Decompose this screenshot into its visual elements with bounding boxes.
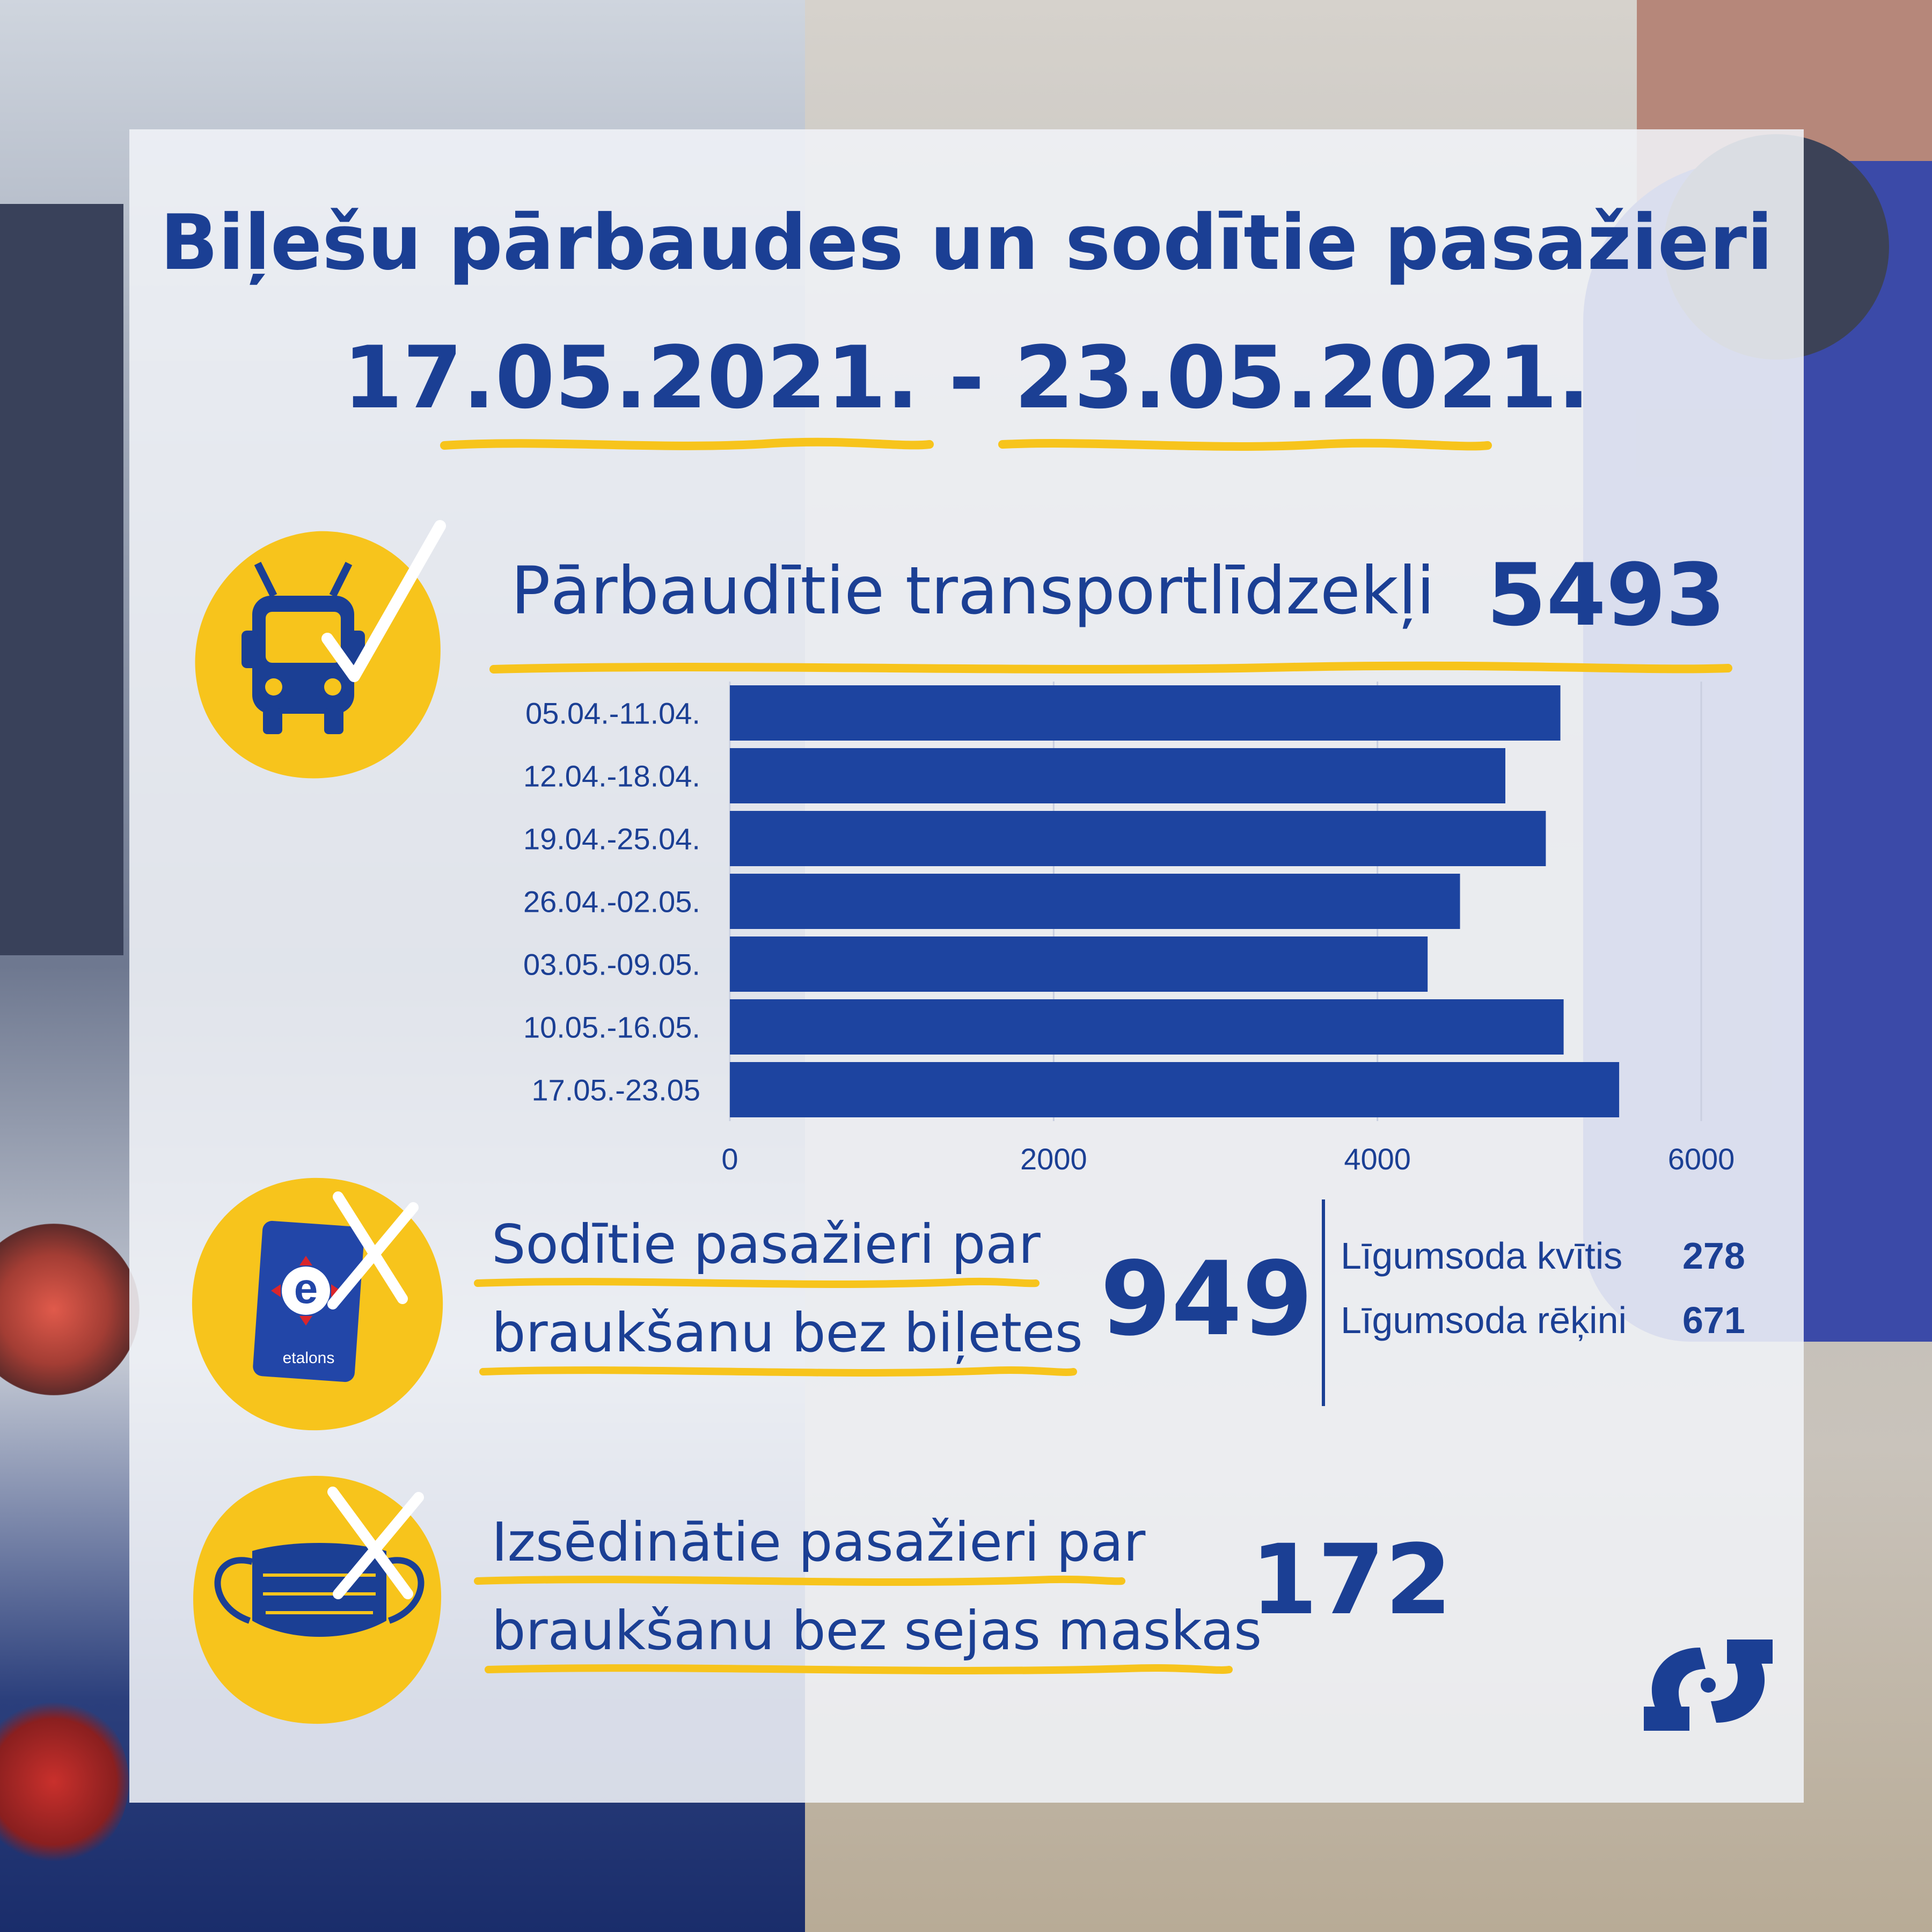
- x-tick-label: 4000: [1344, 1142, 1411, 1176]
- bar-17.05.-23.05: [730, 1062, 1620, 1117]
- vehicles-label: Pārbaudītie transportlīdzekļi: [511, 553, 1435, 629]
- category-label: 10.05.-16.05.: [523, 1011, 700, 1044]
- breakdown-value-2: 671: [1682, 1299, 1745, 1341]
- period-title: 17.05.2021. - 23.05.2021.: [343, 327, 1590, 428]
- vehicles-bar-chart: 05.04.-11.04. 12.04.-18.04. 19.04.-25.04. 2…: [523, 682, 1735, 1176]
- masks-value: 172: [1250, 1524, 1452, 1636]
- period-underline-right: [998, 438, 1492, 451]
- etalons-card-text: etalons: [283, 1349, 335, 1367]
- etalons-card-cross-icon: e etalons: [192, 1177, 443, 1431]
- category-label: 12.04.-18.04.: [523, 759, 700, 793]
- bar-19.04.-25.04.: [730, 811, 1546, 866]
- page-title: Biļešu pārbaudes un sodītie pasažieri: [160, 199, 1773, 287]
- svg-text:e: e: [294, 1264, 318, 1312]
- breakdown-divider: [1322, 1199, 1325, 1406]
- masks-label-line2: braukšanu bez sejas maskas: [492, 1599, 1262, 1662]
- bar-26.04.-02.05.: [730, 874, 1460, 929]
- vehicles-underline: [489, 661, 1732, 674]
- category-label: 26.04.-02.05.: [523, 885, 700, 919]
- face-mask-cross-icon: [193, 1475, 442, 1724]
- fines-label-line2: braukšanu bez biļetes: [492, 1301, 1083, 1364]
- masks-underline-1: [474, 1575, 1125, 1586]
- fines-underline-2: [479, 1366, 1077, 1377]
- masks-label-line1: Izsēdinātie pasažieri par: [492, 1511, 1146, 1574]
- x-tick-label: 6000: [1668, 1142, 1735, 1176]
- fines-value: 949: [1100, 1240, 1313, 1358]
- category-label: 17.05.-23.05: [532, 1073, 700, 1107]
- period-underline-left: [440, 437, 934, 450]
- fines-underline-1: [474, 1277, 1040, 1288]
- bar-12.04.-18.04.: [730, 748, 1505, 803]
- category-label: 05.04.-11.04.: [525, 697, 700, 730]
- category-label: 03.05.-09.05.: [523, 948, 700, 982]
- masks-underline-2: [485, 1664, 1233, 1674]
- bar-05.04.-11.04.: [730, 685, 1561, 741]
- bus-check-icon: [195, 520, 446, 779]
- bar-10.05.-16.05.: [730, 999, 1564, 1055]
- breakdown-label-2: Līgumsoda rēķini: [1341, 1299, 1627, 1341]
- breakdown-value-1: 278: [1682, 1235, 1745, 1277]
- x-tick-label: 0: [721, 1142, 738, 1176]
- vehicles-value: 5493: [1487, 545, 1726, 645]
- x-tick-label: 2000: [1020, 1142, 1087, 1176]
- rigas-satiksme-logo: [1644, 1640, 1773, 1731]
- fines-label-line1: Sodītie pasažieri par: [492, 1213, 1041, 1276]
- breakdown-label-1: Līgumsoda kvītis: [1341, 1235, 1623, 1277]
- category-label: 19.04.-25.04.: [523, 822, 700, 856]
- bar-03.05.-09.05.: [730, 936, 1428, 992]
